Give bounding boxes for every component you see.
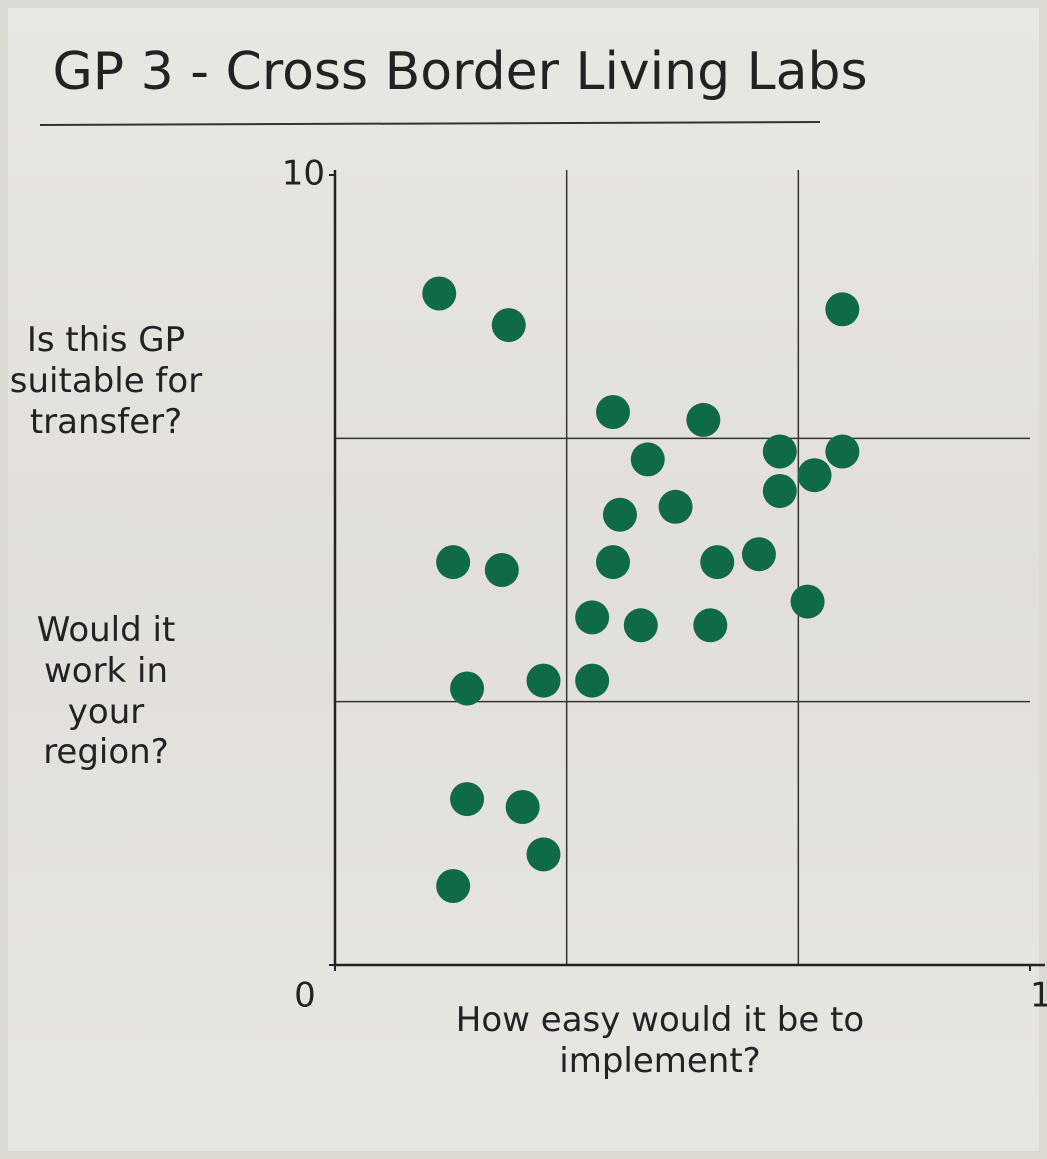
dot	[596, 545, 630, 580]
chart-title: GP 3 - Cross Border Living Labs	[52, 42, 867, 102]
dot	[505, 790, 540, 824]
dot	[491, 308, 526, 343]
dot	[658, 489, 693, 524]
dot	[797, 458, 832, 493]
dot	[450, 782, 485, 817]
x-axis-label: How easy would it be to implement?	[455, 1000, 865, 1081]
dot	[596, 395, 630, 429]
dot	[741, 537, 776, 572]
dot	[762, 434, 797, 469]
dot	[575, 600, 610, 635]
dot	[450, 671, 485, 706]
dot	[790, 584, 825, 619]
x-tick-label: 10	[1030, 976, 1047, 1016]
dot	[602, 497, 637, 532]
dot	[630, 442, 665, 477]
x-tick-label: 0	[294, 976, 316, 1016]
dot	[700, 545, 735, 580]
dot	[762, 474, 797, 508]
paper	[8, 8, 1039, 1151]
dot	[526, 663, 561, 698]
dot	[825, 434, 860, 469]
dot	[422, 276, 457, 311]
title-underline	[39, 121, 821, 126]
dot	[825, 292, 860, 327]
y-axis-label: Would it work in your region?	[36, 610, 176, 773]
dot	[436, 869, 471, 903]
dot	[575, 663, 610, 698]
dot	[436, 545, 471, 580]
y-axis-label: Is this GP suitable for transfer?	[9, 320, 203, 442]
dot	[693, 608, 728, 643]
dot	[686, 402, 721, 437]
dot	[484, 553, 519, 587]
y-tick-label: 10	[282, 154, 325, 194]
dot	[526, 837, 561, 872]
dot	[623, 608, 658, 643]
